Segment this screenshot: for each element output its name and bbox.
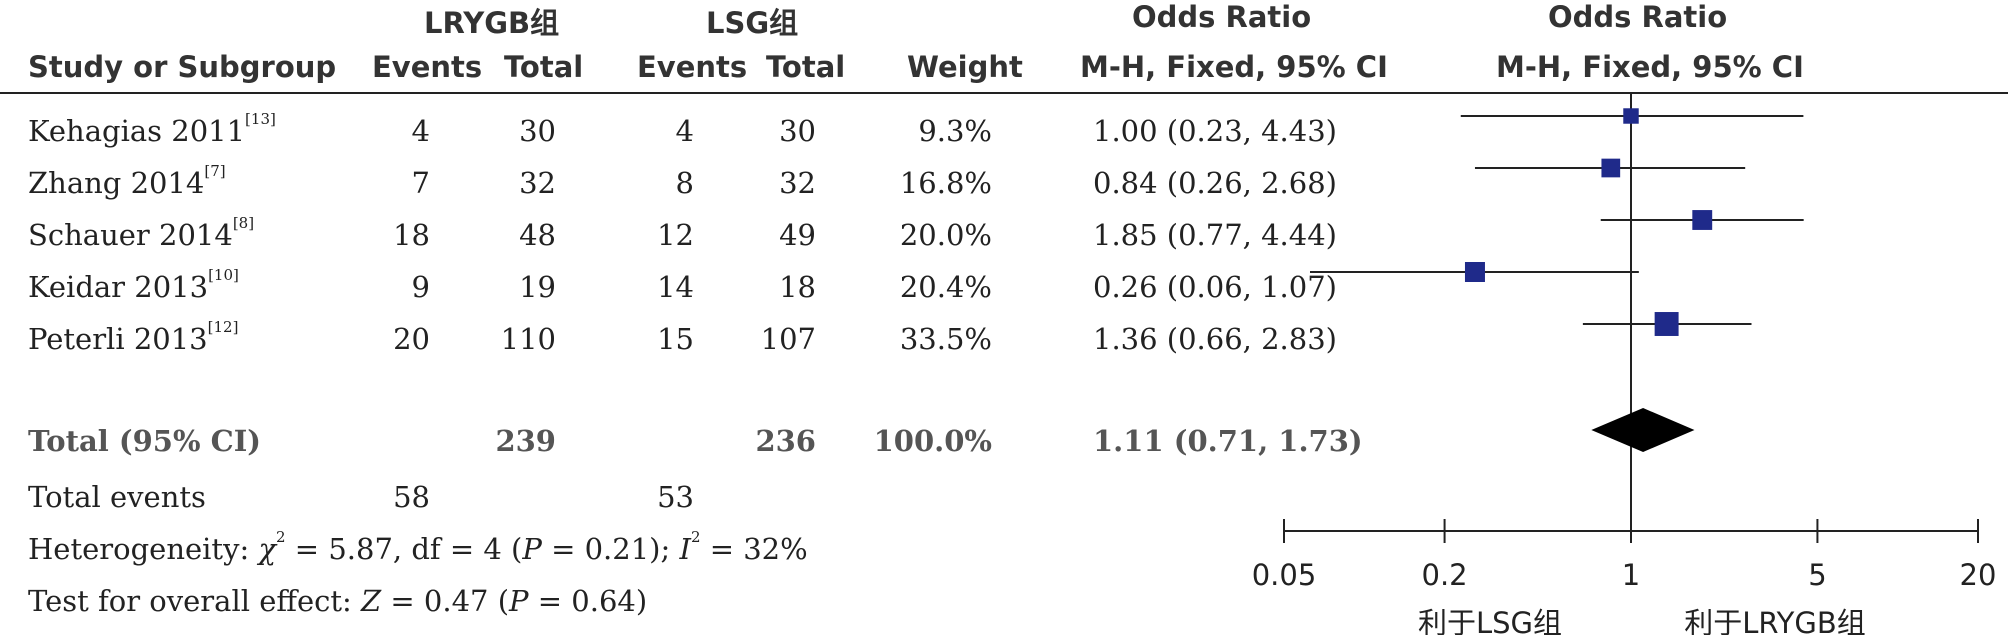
g1-events: 9 xyxy=(411,270,430,304)
total-label: Total (95% CI) xyxy=(28,424,261,458)
g1-events-header: Events xyxy=(372,50,483,84)
odds-ratio-ci: 1.85 (0.77, 4.44) xyxy=(1093,218,1337,252)
or-method-left: M-H, Fixed, 95% CI xyxy=(1080,50,1388,84)
effect-square xyxy=(1601,158,1621,178)
study-name: Schauer 2014[8] xyxy=(28,214,255,252)
g2-events: 15 xyxy=(657,322,694,356)
or-title-left: Odds Ratio xyxy=(1132,0,1312,34)
overall-effect-text: Test for overall effect: Z = 0.47 (P = 0… xyxy=(28,584,648,618)
header-rule xyxy=(0,92,2008,94)
total-events-label: Total events xyxy=(28,480,206,514)
g2-events: 8 xyxy=(675,166,694,200)
g2-total-sum: 236 xyxy=(755,424,816,458)
weight-header: Weight xyxy=(907,50,1023,84)
g2-events: 4 xyxy=(675,114,694,148)
study-name: Kehagias 2011[13] xyxy=(28,110,276,148)
favours-right-label: 利于LRYGB组 xyxy=(1684,606,1866,635)
odds-ratio-ci: 0.84 (0.26, 2.68) xyxy=(1093,166,1337,200)
g1-total-sum: 239 xyxy=(495,424,556,458)
effect-square xyxy=(1464,261,1485,283)
g1-total-header: Total xyxy=(504,50,584,84)
effect-square xyxy=(1623,108,1639,124)
g2-total: 49 xyxy=(779,218,816,252)
g1-total: 110 xyxy=(500,322,556,356)
weight: 20.0% xyxy=(899,218,992,252)
effect-square xyxy=(1654,312,1679,336)
g2-events: 12 xyxy=(657,218,694,252)
or-method-right: M-H, Fixed, 95% CI xyxy=(1496,50,1804,84)
group1-header: LRYGB组 xyxy=(424,6,560,40)
g1-events: 20 xyxy=(393,322,430,356)
g2-total-header: Total xyxy=(766,50,846,84)
g1-total: 32 xyxy=(519,166,556,200)
study-ref: [7] xyxy=(204,162,226,180)
study-ref: [13] xyxy=(245,110,276,128)
weight: 33.5% xyxy=(899,322,992,356)
g2-total-events: 53 xyxy=(657,480,694,514)
g1-total: 48 xyxy=(519,218,556,252)
or-title-right: Odds Ratio xyxy=(1548,0,1728,34)
x-tick-label: 0.05 xyxy=(1252,558,1317,592)
g1-total-events: 58 xyxy=(393,480,430,514)
odds-ratio-ci: 0.26 (0.06, 1.07) xyxy=(1093,270,1337,304)
x-tick-label: 20 xyxy=(1960,558,1997,592)
heterogeneity-text: Heterogeneity: χ2 = 5.87, df = 4 (P = 0.… xyxy=(28,528,808,566)
study-header: Study or Subgroup xyxy=(28,50,337,84)
study-name: Peterli 2013[12] xyxy=(28,318,239,356)
study-ref: [8] xyxy=(232,214,255,232)
g1-events: 4 xyxy=(411,114,430,148)
g2-events-header: Events xyxy=(637,50,748,84)
effect-square xyxy=(1692,210,1713,230)
x-tick-label: 5 xyxy=(1808,558,1826,592)
x-tick-label: 1 xyxy=(1622,558,1640,592)
odds-ratio-ci: 1.00 (0.23, 4.43) xyxy=(1093,114,1337,148)
study-name: Zhang 2014[7] xyxy=(28,162,226,200)
g2-total: 32 xyxy=(779,166,816,200)
favours-left-label: 利于LSG组 xyxy=(1418,606,1562,635)
group2-header: LSG组 xyxy=(706,6,799,40)
total-odds-ratio-ci: 1.11 (0.71, 1.73) xyxy=(1093,424,1363,458)
x-tick-label: 0.2 xyxy=(1422,558,1468,592)
g2-total: 18 xyxy=(779,270,816,304)
weight: 9.3% xyxy=(918,114,992,148)
g1-events: 7 xyxy=(411,166,430,200)
weight: 16.8% xyxy=(899,166,992,200)
total-weight: 100.0% xyxy=(873,424,992,458)
odds-ratio-ci: 1.36 (0.66, 2.83) xyxy=(1093,322,1337,356)
g1-total: 19 xyxy=(519,270,556,304)
study-name: Keidar 2013[10] xyxy=(28,266,239,304)
g1-total: 30 xyxy=(519,114,556,148)
g2-total: 107 xyxy=(760,322,816,356)
g2-total: 30 xyxy=(779,114,816,148)
g2-events: 14 xyxy=(657,270,694,304)
g1-events: 18 xyxy=(393,218,430,252)
study-ref: [10] xyxy=(208,266,239,284)
pooled-diamond xyxy=(1591,408,1695,452)
study-ref: [12] xyxy=(207,318,239,336)
weight: 20.4% xyxy=(899,270,992,304)
